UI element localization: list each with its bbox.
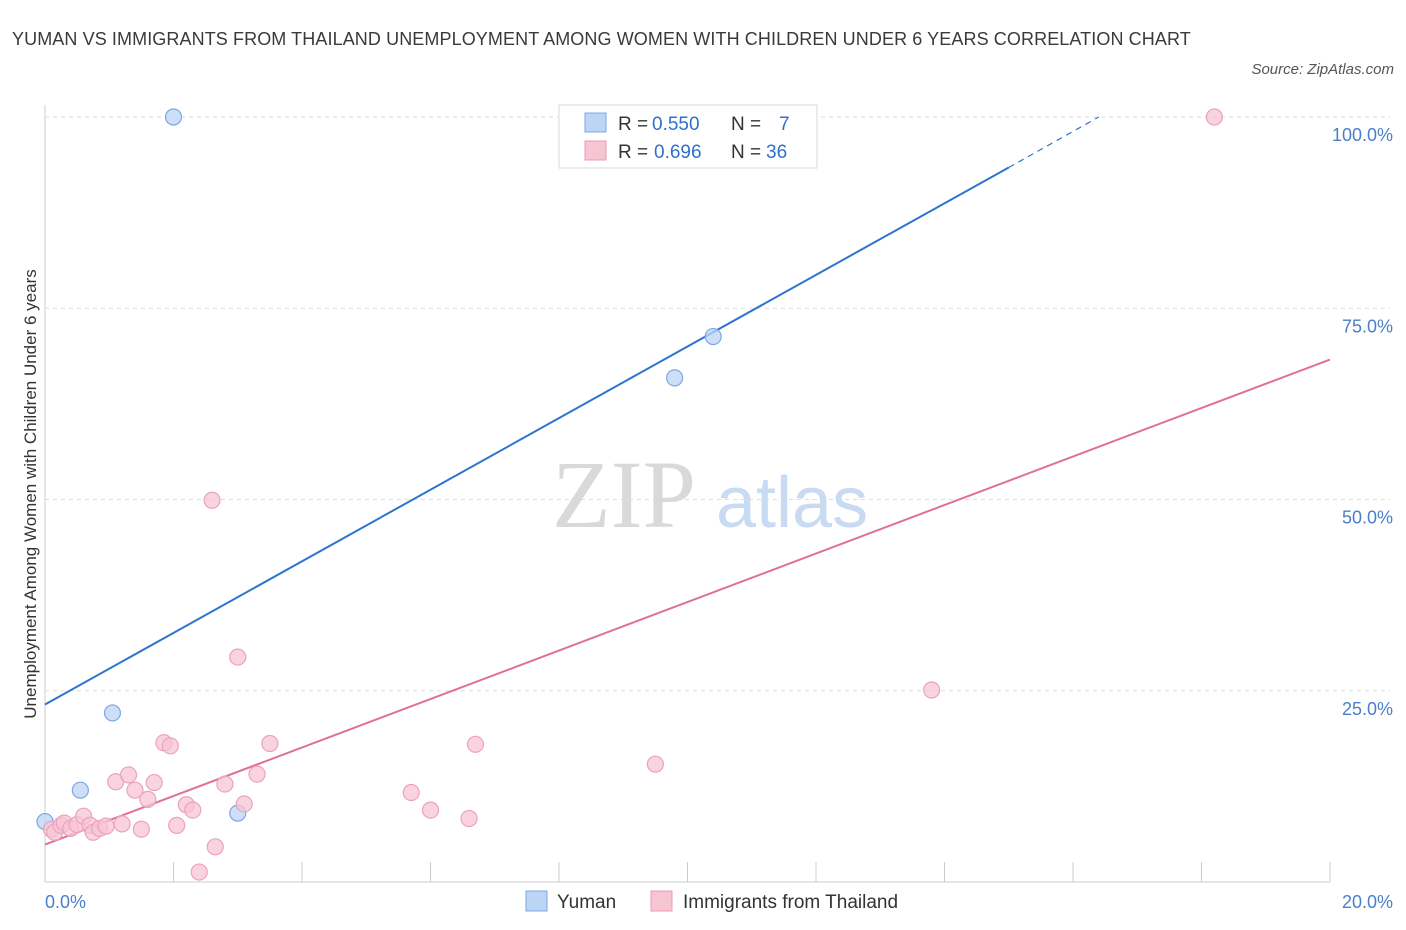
thailand-point	[113, 815, 131, 833]
trend-layer	[44, 116, 1331, 846]
y-tick-label: 25.0%	[1342, 699, 1393, 719]
thailand-point	[145, 773, 163, 792]
thailand-point	[216, 775, 234, 793]
yuman-trend-extension	[1008, 116, 1099, 169]
watermark-zip: ZIP	[552, 441, 696, 548]
legend-yuman-r-label: R =	[618, 114, 648, 135]
watermark-atlas: atlas	[716, 463, 868, 543]
thailand-point	[139, 790, 157, 808]
axis-layer	[44, 105, 1331, 883]
legend-thailand-n-label: N =	[731, 142, 761, 163]
grid-layer	[45, 116, 1390, 692]
legend-yuman-n-value: 7	[779, 114, 790, 135]
legend-box: R = 0.550 N = 7 R = 0.696 N = 36	[558, 104, 818, 169]
thailand-point	[203, 491, 221, 509]
x-tick-label-min: 0.0%	[45, 892, 86, 912]
legend-thailand-r-label: R =	[618, 142, 648, 163]
thailand-point	[402, 783, 420, 802]
x-tick-label-max: 20.0%	[1342, 892, 1393, 912]
yuman-point	[164, 108, 183, 126]
points-layer	[36, 108, 1223, 881]
thailand-point	[97, 817, 115, 835]
legend-thailand-swatch	[584, 140, 607, 161]
thailand-point	[184, 801, 202, 819]
thailand-trend-line	[44, 358, 1331, 846]
y-tick-label: 75.0%	[1342, 316, 1393, 336]
chart-source: Source: ZipAtlas.com	[1251, 61, 1394, 78]
legend-thailand-r-value: 0.696	[654, 142, 702, 163]
thailand-point	[119, 766, 138, 784]
y-tick-label: 100.0%	[1332, 125, 1393, 145]
yuman-point	[666, 369, 684, 387]
yuman-trend-line	[44, 166, 1010, 706]
legend-yuman-swatch	[584, 112, 607, 133]
thailand-point	[261, 734, 279, 753]
thailand-point	[1205, 108, 1223, 126]
thailand-point	[206, 838, 224, 856]
thailand-point	[248, 765, 266, 783]
bottom-legend-yuman-swatch	[525, 890, 548, 912]
y-tick-label: 50.0%	[1342, 508, 1393, 528]
legend-yuman-n-label: N =	[731, 114, 761, 135]
legend-thailand-n-value: 36	[766, 142, 787, 163]
bottom-legend-yuman-label: Yuman	[557, 892, 616, 913]
thailand-point	[646, 755, 664, 773]
thailand-point	[235, 795, 253, 813]
thailand-point	[161, 737, 179, 755]
yuman-point	[704, 327, 722, 346]
chart-title: YUMAN VS IMMIGRANTS FROM THAILAND UNEMPL…	[12, 29, 1191, 49]
bottom-legend-thailand-swatch	[650, 890, 673, 912]
yuman-point	[71, 781, 89, 799]
bottom-legend: Yuman Immigrants from Thailand	[525, 890, 898, 913]
thailand-point	[132, 820, 150, 838]
thailand-point	[229, 648, 247, 666]
yuman-point	[103, 704, 122, 722]
legend-yuman-r-value: 0.550	[652, 114, 700, 135]
thailand-point	[126, 781, 144, 799]
thailand-point	[466, 735, 485, 753]
labels-layer: 25.0% 50.0% 75.0% 100.0% 0.0% 20.0%	[45, 125, 1393, 912]
thailand-point	[923, 681, 941, 699]
bottom-legend-thailand-label: Immigrants from Thailand	[683, 892, 898, 913]
thailand-point	[190, 863, 208, 881]
thailand-point	[460, 809, 478, 828]
thailand-point	[421, 801, 440, 819]
y-axis-title: Unemployment Among Women with Children U…	[21, 269, 40, 718]
thailand-point	[168, 816, 186, 834]
